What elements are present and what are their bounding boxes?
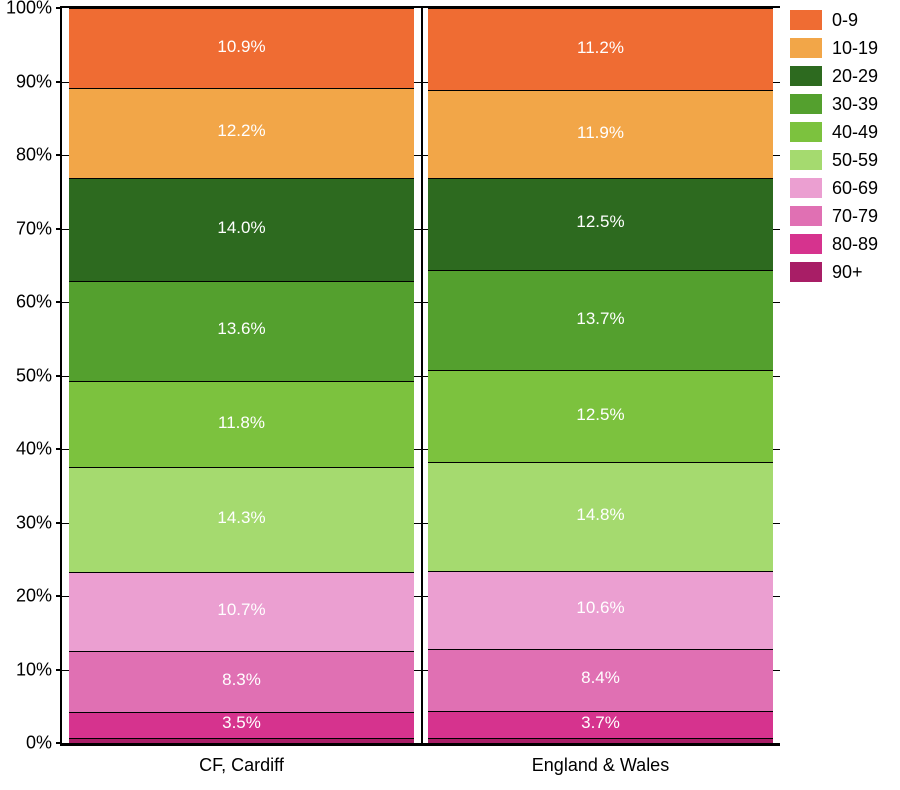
bar-column: 11.2% 11.9% 12.5% 13.7% 12.5% 14.8% 10.6% 8.4% 3… [428, 8, 773, 743]
x-category-label: England & Wales [532, 755, 669, 776]
bar-segment: 10.7% [69, 572, 414, 651]
ytick-label: 0% [26, 733, 52, 754]
bar-segment: 14.8% [428, 462, 773, 571]
legend: 0-9 10-19 20-29 30-39 40-49 50-59 60-69 70-79 80… [790, 6, 878, 286]
bar-segment: 11.8% [69, 381, 414, 468]
segment-value-label: 8.3% [222, 670, 261, 690]
bar-segment: 12.5% [428, 370, 773, 462]
ytick-mark [56, 81, 62, 83]
ytick-mark [56, 448, 62, 450]
ytick-label: 70% [16, 218, 52, 239]
ytick-mark [56, 154, 62, 156]
legend-swatch [790, 122, 822, 142]
ytick-mark [56, 7, 62, 9]
segment-value-label: 14.8% [576, 505, 624, 525]
legend-swatch [790, 10, 822, 30]
segment-value-label: 13.6% [217, 319, 265, 339]
bar-segment [428, 738, 773, 743]
legend-swatch [790, 178, 822, 198]
legend-label: 50-59 [832, 150, 878, 171]
segment-value-label: 12.5% [576, 212, 624, 232]
legend-label: 60-69 [832, 178, 878, 199]
ytick-mark [56, 375, 62, 377]
legend-label: 80-89 [832, 234, 878, 255]
segment-value-label: 12.2% [217, 121, 265, 141]
bar-segment [69, 738, 414, 743]
legend-swatch [790, 234, 822, 254]
segment-value-label: 8.4% [581, 668, 620, 688]
bar-segment: 14.0% [69, 178, 414, 281]
bar-segment: 10.6% [428, 571, 773, 649]
legend-swatch [790, 94, 822, 114]
ytick-label: 20% [16, 586, 52, 607]
ytick-mark [56, 228, 62, 230]
bar-segment: 8.4% [428, 649, 773, 711]
segment-value-label: 12.5% [576, 405, 624, 425]
ytick-label: 10% [16, 659, 52, 680]
ytick-label: 50% [16, 365, 52, 386]
bar-column: 10.9% 12.2% 14.0% 13.6% 11.8% 14.3% 10.7% 8.3% 3… [69, 8, 414, 743]
segment-value-label: 10.9% [217, 37, 265, 57]
bar-segment: 12.5% [428, 178, 773, 270]
ytick-label: 100% [6, 0, 52, 19]
bar-segment: 11.9% [428, 90, 773, 177]
bar-segment: 13.6% [69, 281, 414, 381]
segment-value-label: 3.5% [222, 713, 261, 733]
bar-segment: 12.2% [69, 88, 414, 178]
legend-swatch [790, 66, 822, 86]
legend-swatch [790, 150, 822, 170]
segment-value-label: 3.7% [581, 713, 620, 733]
legend-swatch [790, 206, 822, 226]
legend-label: 0-9 [832, 10, 858, 31]
stacked-bar-chart: 0% 10% 20% 30% 40% 50% 60% 70% 80% 90% 100% 10.9% 12… [0, 0, 900, 790]
column-divider [421, 8, 423, 743]
bar-segment: 10.9% [69, 8, 414, 88]
legend-item: 40-49 [790, 118, 878, 146]
bar-segment: 8.3% [69, 651, 414, 712]
plot-area: 0%10%20%30%40%50%60%70%80%90%100%10.9%12… [60, 6, 780, 746]
bar-segment: 3.7% [428, 711, 773, 738]
segment-value-label: 14.3% [217, 508, 265, 528]
ytick-label: 30% [16, 512, 52, 533]
legend-item: 70-79 [790, 202, 878, 230]
legend-swatch [790, 38, 822, 58]
legend-label: 40-49 [832, 122, 878, 143]
ytick-label: 60% [16, 292, 52, 313]
segment-value-label: 10.7% [217, 600, 265, 620]
x-category-label: CF, Cardiff [199, 755, 284, 776]
bar-segment: 13.7% [428, 270, 773, 371]
ytick-label: 90% [16, 71, 52, 92]
legend-item: 20-29 [790, 62, 878, 90]
segment-value-label: 11.2% [577, 38, 624, 58]
segment-value-label: 11.8% [218, 413, 265, 433]
legend-label: 90+ [832, 262, 863, 283]
bar-segment: 3.5% [69, 712, 414, 738]
legend-item: 0-9 [790, 6, 878, 34]
segment-value-label: 14.0% [217, 218, 265, 238]
bar-segment: 11.2% [428, 8, 773, 90]
bar-segment: 14.3% [69, 467, 414, 572]
legend-item: 90+ [790, 258, 878, 286]
legend-item: 10-19 [790, 34, 878, 62]
legend-label: 20-29 [832, 66, 878, 87]
ytick-label: 40% [16, 439, 52, 460]
ytick-mark [56, 522, 62, 524]
legend-item: 60-69 [790, 174, 878, 202]
ytick-mark [56, 742, 62, 744]
legend-label: 70-79 [832, 206, 878, 227]
ytick-mark [56, 595, 62, 597]
legend-label: 10-19 [832, 38, 878, 59]
legend-label: 30-39 [832, 94, 878, 115]
legend-swatch [790, 262, 822, 282]
ytick-label: 80% [16, 145, 52, 166]
segment-value-label: 11.9% [577, 123, 624, 143]
legend-item: 80-89 [790, 230, 878, 258]
segment-value-label: 10.6% [576, 598, 624, 618]
legend-item: 50-59 [790, 146, 878, 174]
legend-item: 30-39 [790, 90, 878, 118]
segment-value-label: 13.7% [576, 309, 624, 329]
ytick-mark [56, 669, 62, 671]
ytick-mark [56, 301, 62, 303]
